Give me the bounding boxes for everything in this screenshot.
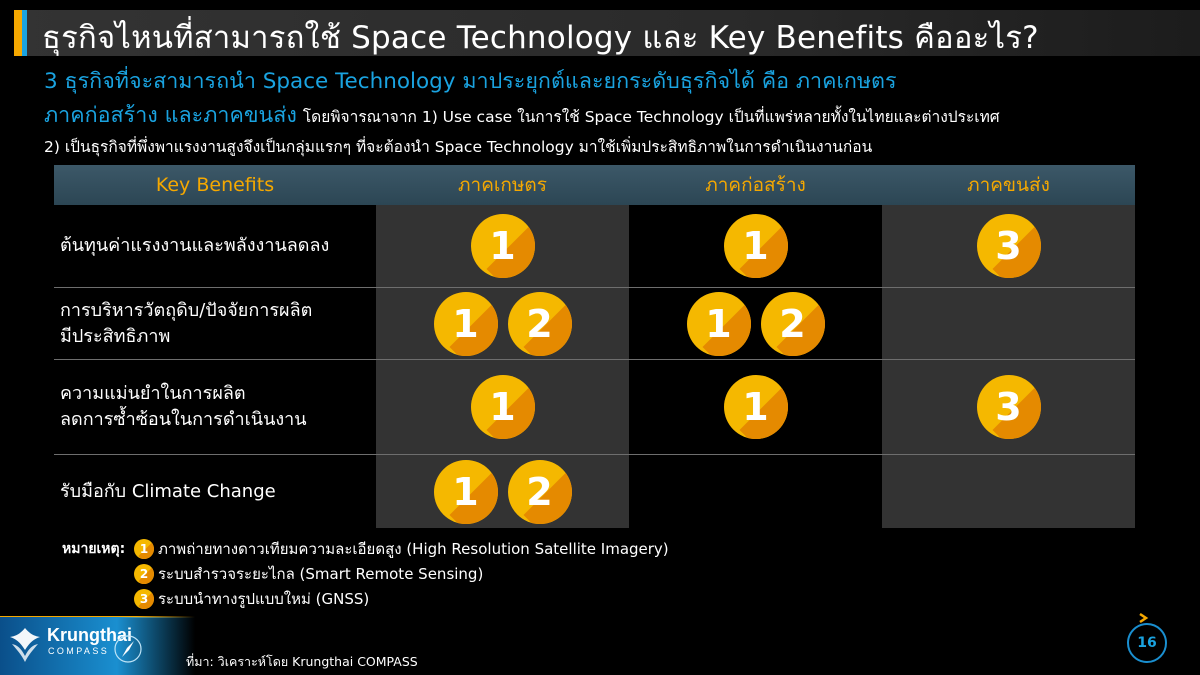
number-badge-icon: 1 — [470, 214, 535, 278]
legend-row: หมายเหตุ: 1 ภาพถ่ายทางดาวเทียมความละเอีย… — [62, 536, 669, 561]
table-row: รับมือกับ Climate Change 1 2 — [54, 455, 1135, 528]
number-badge-icon: 3 — [134, 588, 154, 609]
krungthai-bird-icon — [10, 628, 40, 662]
header-agriculture: ภาคเกษตร — [458, 174, 547, 196]
row-label: การบริหารวัตถุดิบ/ปัจจัยการผลิตมีประสิทธ… — [54, 288, 376, 359]
title-bar — [14, 10, 1200, 56]
subtitle-line-1: 3 ธุรกิจที่จะสามารถนำ Space Technology ม… — [44, 69, 897, 94]
cell-construction: 1 — [629, 360, 882, 454]
row-label-line: รับมือกับ Climate Change — [60, 480, 276, 502]
number-badge-icon: 1 — [470, 375, 535, 439]
cell-construction — [629, 455, 882, 528]
header-transport: ภาคขนส่ง — [967, 174, 1050, 196]
table-row: ต้นทุนค่าแรงงานและพลังงานลดลง 1 1 3 — [54, 205, 1135, 288]
row-label-line: การบริหารวัตถุดิบ/ปัจจัยการผลิต — [60, 299, 313, 321]
number-badge-icon: 3 — [976, 375, 1041, 439]
legend-text: ระบบนำทางรูปแบบใหม่ (GNSS) — [158, 589, 370, 608]
cell-agriculture: 1 — [376, 360, 629, 454]
number-badge-icon: 1 — [723, 375, 788, 439]
number-badge-icon: 1 — [433, 459, 498, 524]
arrow-right-icon — [1139, 612, 1149, 624]
row-label: ต้นทุนค่าแรงงานและพลังงานลดลง — [54, 205, 376, 287]
number-badge-icon: 2 — [760, 291, 825, 356]
number-badge-icon: 1 — [686, 291, 751, 356]
row-label: ความแม่นยำในการผลิตลดการซ้ำซ้อนในการดำเน… — [54, 360, 376, 454]
number-badge-icon: 2 — [134, 563, 154, 584]
header-key-benefits: Key Benefits — [155, 174, 275, 196]
page-title: ธุรกิจไหนที่สามารถใช้ Space Technology แ… — [42, 20, 1039, 56]
number-badge-icon: 3 — [976, 214, 1041, 278]
row-label-line: มีประสิทธิภาพ — [60, 325, 171, 347]
legend-text: ระบบสำรวจระยะไกล (Smart Remote Sensing) — [158, 564, 484, 583]
compass-icon — [114, 635, 142, 663]
row-label: รับมือกับ Climate Change — [54, 455, 376, 528]
cell-transport: 3 — [882, 205, 1135, 287]
cell-transport — [882, 455, 1135, 528]
title-accent-gold — [14, 10, 22, 56]
page-number: 16 — [1127, 623, 1167, 663]
number-badge-icon: 2 — [507, 459, 572, 524]
legend-text: ภาพถ่ายทางดาวเทียมความละเอียดสูง (High R… — [158, 539, 669, 558]
benefits-table: Key Benefits ภาคเกษตร ภาคก่อสร้าง ภาคขนส… — [54, 165, 1135, 528]
header-construction: ภาคก่อสร้าง — [705, 174, 806, 196]
subtitle-line-3: 2) เป็นธุรกิจที่พึ่งพาแรงงานสูงจึงเป็นกล… — [44, 138, 873, 156]
table-body: ต้นทุนค่าแรงงานและพลังงานลดลง 1 1 3 การบริหา… — [54, 205, 1135, 528]
legend: หมายเหตุ: 1 ภาพถ่ายทางดาวเทียมความละเอีย… — [62, 536, 669, 611]
logo-subtext: COMPASS — [48, 646, 110, 656]
cell-agriculture: 1 — [376, 205, 629, 287]
cell-transport — [882, 288, 1135, 359]
number-badge-icon: 1 — [723, 214, 788, 278]
legend-heading: หมายเหตุ: — [62, 540, 126, 557]
logo-name: Krungthai — [47, 625, 132, 645]
table-row: การบริหารวัตถุดิบ/ปัจจัยการผลิตมีประสิทธ… — [54, 288, 1135, 360]
subtitle-highlight: ภาคก่อสร้าง และภาคขนส่ง — [44, 103, 297, 128]
subtitle-line-2: ภาคก่อสร้าง และภาคขนส่ง โดยพิจารณาจาก 1) … — [44, 98, 1000, 132]
source-note: ที่มา: วิเคราะห์โดย Krungthai COMPASS — [186, 654, 418, 669]
number-badge-icon: 2 — [507, 291, 572, 356]
cell-construction: 1 — [629, 205, 882, 287]
footer-logo-band — [0, 617, 195, 675]
legend-row: 2 ระบบสำรวจระยะไกล (Smart Remote Sensing… — [62, 561, 669, 586]
number-badge-icon: 1 — [134, 538, 154, 559]
title-accent-blue — [22, 10, 27, 56]
row-label-line: ความแม่นยำในการผลิต — [60, 383, 246, 404]
number-badge-icon: 1 — [433, 291, 498, 356]
table-row: ความแม่นยำในการผลิตลดการซ้ำซ้อนในการดำเน… — [54, 360, 1135, 455]
row-label-line: ต้นทุนค่าแรงงานและพลังงานลดลง — [60, 235, 330, 256]
row-label-line: ลดการซ้ำซ้อนในการดำเนินงาน — [60, 409, 307, 430]
table-header: Key Benefits ภาคเกษตร ภาคก่อสร้าง ภาคขนส… — [54, 165, 1135, 205]
subtitle-detail: โดยพิจารณาจาก 1) Use case ในการใช้ Space… — [302, 108, 1000, 126]
cell-transport: 3 — [882, 360, 1135, 454]
legend-row: 3 ระบบนำทางรูปแบบใหม่ (GNSS) — [62, 586, 669, 611]
